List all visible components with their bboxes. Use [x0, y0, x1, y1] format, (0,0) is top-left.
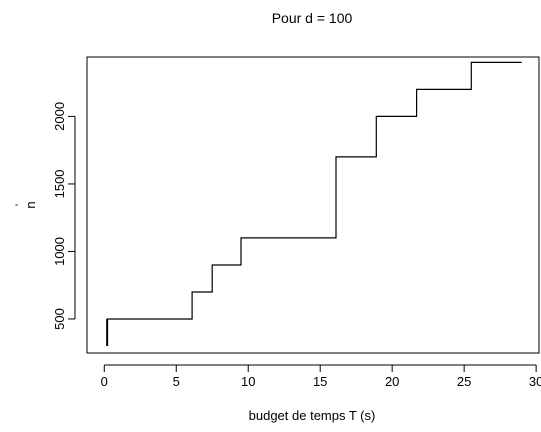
y-axis-label-mark-group: '	[14, 204, 26, 206]
y-tick-label-group: 1000	[52, 237, 67, 266]
plot-frame	[86, 56, 540, 354]
y-tick-label: 500	[52, 308, 67, 330]
y-tick-label: 2000	[52, 102, 67, 131]
y-tick-label-group: 2000	[52, 102, 67, 131]
y-axis-label-group: n	[23, 201, 38, 208]
x-tick-label: 0	[101, 374, 108, 389]
x-tick-label: 25	[457, 374, 471, 389]
x-tick-label: 5	[173, 374, 180, 389]
x-axis: 0 5 10 15 20 25 30	[101, 364, 541, 389]
x-tick-label: 10	[241, 374, 255, 389]
y-axis-label: n	[23, 201, 38, 208]
x-tick-label: 30	[529, 374, 541, 389]
y-tick-label-group: 500	[52, 308, 67, 330]
x-tick-label: 20	[385, 374, 399, 389]
y-axis: 500 1000 1500 2000	[52, 102, 76, 330]
y-tick-label-group: 1500	[52, 169, 67, 198]
chart-title: Pour d = 100	[272, 10, 353, 26]
y-tick-label: 1500	[52, 169, 67, 198]
x-tick-label: 15	[313, 374, 327, 389]
series-layer	[106, 61, 522, 346]
step-series-line	[106, 61, 522, 346]
y-tick-label: 1000	[52, 237, 67, 266]
x-axis-label: budget de temps T (s)	[249, 408, 376, 423]
y-axis-label-mark: '	[14, 204, 26, 206]
